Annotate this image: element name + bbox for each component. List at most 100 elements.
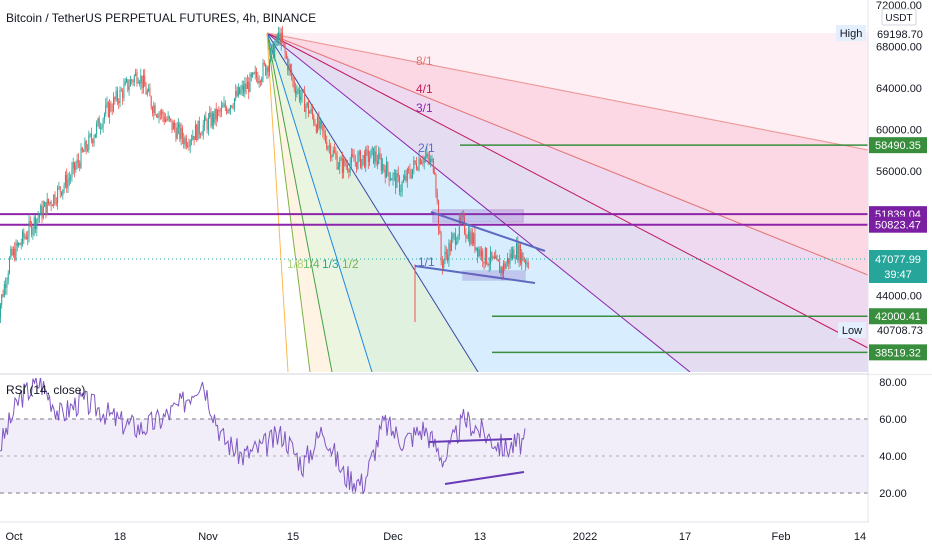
candle-body	[349, 163, 351, 173]
candle-body	[106, 102, 108, 106]
time-tick: 17	[679, 531, 691, 543]
candle-body	[313, 115, 315, 124]
candle-body	[198, 120, 200, 135]
fan-line-outer	[266, 32, 868, 151]
level-badge-label: 38519.32	[875, 347, 921, 359]
high-tag-label: High	[840, 28, 863, 40]
candle-body	[410, 175, 412, 178]
fan-label-1: 4/1	[416, 82, 433, 96]
candle-body	[457, 235, 459, 242]
currency-box[interactable]	[881, 8, 917, 26]
candle-body	[211, 113, 213, 127]
candle-body	[66, 175, 68, 189]
candle-body	[499, 261, 501, 273]
candle-body	[431, 158, 433, 160]
candle-body	[233, 98, 235, 108]
candle-body	[237, 87, 239, 97]
candle-body	[256, 71, 258, 78]
candle-body	[206, 120, 208, 130]
candle-body	[170, 118, 172, 120]
candle-body	[283, 42, 285, 46]
candle-body	[352, 154, 354, 157]
candle-body	[367, 149, 369, 162]
candle-body	[422, 161, 424, 163]
candle-body	[127, 79, 129, 90]
candle-body	[231, 105, 233, 108]
axis-corner	[868, 522, 932, 550]
candle-body	[340, 158, 342, 161]
level-badge	[869, 344, 927, 361]
candle-body	[218, 110, 220, 112]
candle-body	[200, 134, 202, 136]
candle-body	[253, 72, 255, 74]
candle-body	[68, 178, 70, 180]
candle-body	[189, 140, 191, 147]
candle-body	[248, 81, 250, 93]
time-tick: Oct	[5, 531, 22, 543]
candle-body	[61, 191, 63, 196]
candle-body	[32, 229, 34, 235]
candle-body	[126, 79, 128, 82]
price-tick: 68000.00	[876, 42, 922, 54]
candle-body	[278, 32, 280, 41]
candle-body	[35, 217, 37, 230]
candle-body	[40, 205, 42, 216]
candle-body	[105, 105, 107, 115]
candle-body	[361, 158, 363, 168]
fan-label-3: 2/1	[418, 141, 435, 155]
candle-body	[477, 247, 479, 257]
candle-body	[129, 79, 131, 87]
candle-body	[9, 258, 11, 274]
candle-body	[77, 159, 79, 163]
candle-body	[509, 253, 511, 264]
candle-body	[497, 259, 499, 262]
candle-body	[311, 109, 313, 116]
candle-body	[12, 248, 14, 256]
rsi-axis-bg	[869, 375, 932, 522]
candle-body	[314, 123, 316, 126]
candle-body	[430, 159, 432, 163]
candle-body	[152, 107, 154, 113]
candle-body	[439, 229, 441, 234]
candlesticks	[0, 26, 529, 323]
candle-body	[135, 72, 137, 76]
candle-body	[178, 123, 180, 128]
candle-body	[227, 109, 229, 113]
candle-body	[31, 223, 33, 235]
candle-body	[204, 116, 206, 125]
candle-body	[482, 250, 484, 262]
rsi-pane[interactable]	[0, 376, 868, 495]
candle-body	[409, 169, 411, 176]
candle-body	[445, 251, 447, 255]
candle-body	[295, 88, 297, 95]
price-pane[interactable]: 8/1 4/1 3/1 2/1 1/1 1/8 1/4 1/3 1/2	[0, 26, 868, 372]
candle-body	[434, 172, 436, 175]
rsi-axis[interactable]: 80.00 60.00 40.00 20.00	[869, 375, 932, 522]
time-tick: Dec	[383, 531, 403, 543]
price-tick: 60000.00	[876, 125, 922, 137]
candle-body	[362, 155, 364, 159]
candle-body	[426, 153, 428, 158]
time-axis[interactable]: Oct 18 Nov 15 Dec 13 2022 17 Feb 14	[0, 523, 868, 550]
candle-body	[71, 168, 73, 178]
candle-body	[150, 96, 152, 108]
candle-body	[423, 157, 425, 163]
candle-body	[252, 72, 254, 77]
candle-body	[321, 120, 323, 125]
candle-body	[461, 215, 463, 221]
candle-body	[187, 145, 189, 147]
candle-body	[370, 149, 372, 159]
candle-body	[436, 192, 438, 201]
candle-body	[466, 236, 468, 239]
rsi-line	[0, 378, 526, 495]
candle-body	[412, 169, 414, 178]
candle-body	[523, 260, 525, 262]
candle-body	[347, 165, 349, 171]
time-tick: 15	[287, 531, 299, 543]
candle-body	[525, 260, 527, 265]
candle-body	[369, 158, 371, 162]
candle-body	[236, 90, 238, 97]
candle-body	[162, 111, 164, 117]
candle-body	[181, 127, 183, 139]
